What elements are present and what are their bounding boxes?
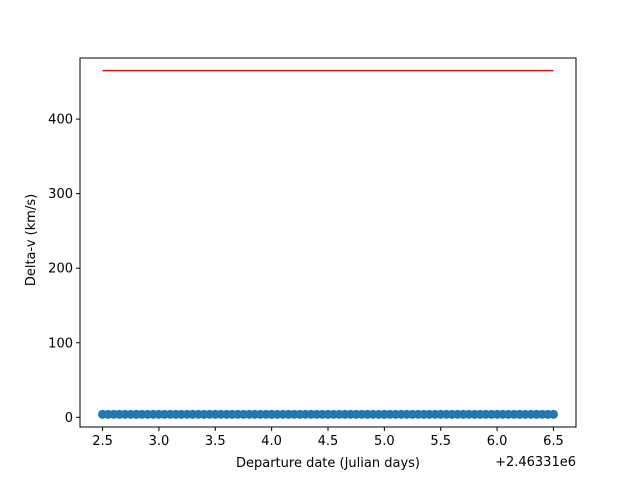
x-tick-label: 5.0 (374, 434, 395, 449)
x-tick-label: 2.5 (92, 434, 113, 449)
y-axis-label: Delta-v (km/s) (24, 194, 39, 286)
x-axis-offset-label: +2.46331e6 (495, 455, 576, 470)
x-tick-label: 4.0 (261, 434, 282, 449)
y-tick-label: 400 (48, 113, 73, 128)
axes: 2.5 3.0 3.5 4.0 4.5 5.0 5.5 6.0 6.5 0 100 200 300 400 (48, 57, 577, 449)
x-tick-label: 3.5 (205, 434, 226, 449)
y-tick-label: 300 (48, 187, 73, 202)
x-axis-label: Departure date (Julian days) (236, 456, 420, 471)
x-tick-label: 3.0 (149, 434, 170, 449)
y-tick-label: 200 (48, 262, 73, 277)
x-tick-label: 4.5 (318, 434, 339, 449)
x-tick-label: 5.5 (430, 434, 451, 449)
y-tick-label: 0 (65, 411, 73, 426)
x-tick-label: 6.0 (487, 434, 508, 449)
x-tick-label: 6.5 (543, 434, 564, 449)
data-point (548, 409, 558, 419)
plot-area (98, 69, 558, 419)
y-tick-label: 100 (48, 336, 73, 351)
